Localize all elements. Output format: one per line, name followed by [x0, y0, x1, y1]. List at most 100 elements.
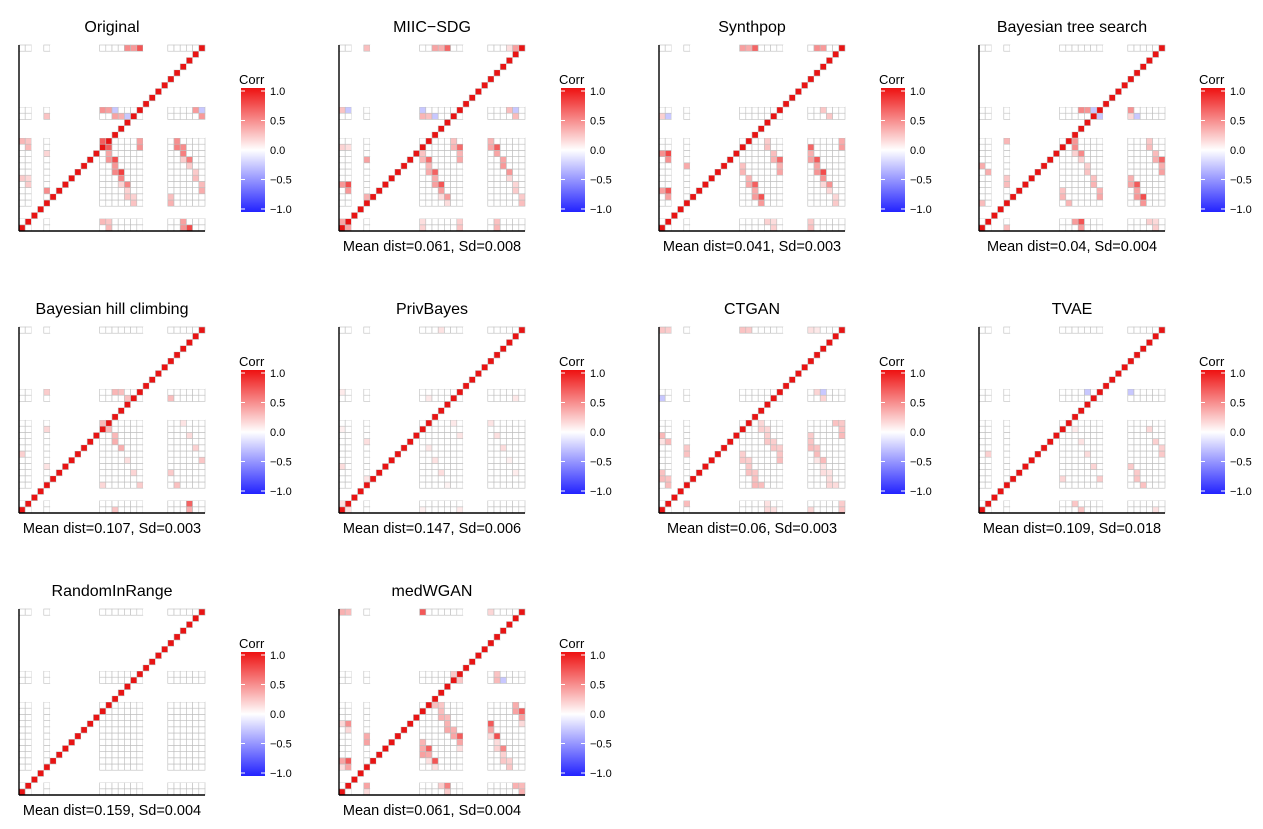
heatmap-cell	[105, 339, 112, 346]
heatmap-cell	[87, 57, 94, 64]
heatmap-cell	[783, 224, 790, 231]
heatmap-cell	[664, 224, 672, 232]
heatmap-cell	[838, 119, 845, 126]
heatmap-cell	[1041, 218, 1048, 225]
heatmap-cell	[826, 100, 833, 107]
heatmap-cell	[1047, 113, 1054, 120]
heatmap-cell	[31, 488, 38, 495]
heatmap-cell	[413, 88, 420, 95]
heatmap-cell	[1146, 199, 1153, 207]
heatmap-cell	[789, 88, 796, 95]
heatmap-cell	[68, 119, 75, 126]
heatmap-cell	[814, 51, 821, 58]
heatmap-cell	[56, 482, 63, 489]
heatmap-cell	[99, 156, 107, 164]
heatmap-cell	[37, 156, 44, 163]
heatmap-cell	[87, 169, 94, 176]
heatmap-cell	[19, 51, 26, 58]
heatmap-cell	[795, 94, 802, 101]
heatmap-cell	[1016, 51, 1023, 58]
heatmap-cell	[776, 125, 783, 132]
heatmap-cell	[493, 137, 501, 145]
heatmap-cell	[499, 506, 507, 514]
heatmap-cell	[456, 94, 463, 101]
heatmap-cell	[984, 181, 992, 188]
heatmap-cell	[192, 469, 200, 477]
heatmap-cell	[93, 162, 100, 169]
heatmap-cell	[87, 51, 94, 58]
heatmap-cell	[19, 100, 26, 107]
heatmap-cell	[819, 150, 827, 157]
heatmap-cell	[173, 106, 181, 114]
heatmap-cell	[338, 137, 346, 145]
diagonal-cell	[99, 143, 107, 151]
heatmap-cell	[764, 162, 771, 170]
heatmap-cell	[727, 100, 734, 107]
heatmap-cell	[93, 469, 100, 476]
heatmap-cell	[388, 57, 395, 64]
heatmap-cell	[1134, 119, 1141, 126]
heatmap-cell	[401, 457, 408, 464]
heatmap-cell	[413, 506, 420, 513]
heatmap-cell	[444, 100, 451, 107]
heatmap-cell	[363, 475, 371, 483]
heatmap-cell	[339, 212, 346, 219]
heatmap-cell	[118, 488, 125, 495]
heatmap-cell	[179, 388, 187, 396]
heatmap-cell	[813, 181, 821, 188]
heatmap-cell	[1016, 156, 1023, 163]
heatmap-cell	[518, 444, 526, 452]
heatmap-cell	[819, 156, 827, 164]
heatmap-cell	[388, 169, 395, 176]
heatmap-cell	[444, 506, 451, 514]
heatmap-cell	[506, 193, 513, 201]
heatmap-cell	[481, 156, 488, 163]
heatmap-cell	[671, 82, 678, 89]
heatmap-cell	[659, 131, 666, 138]
heatmap-cell	[136, 469, 144, 477]
heatmap-cell	[338, 162, 346, 170]
heatmap-cell	[481, 150, 488, 157]
heatmap-cell	[173, 193, 181, 201]
heatmap-cell	[1134, 206, 1141, 213]
heatmap-cell	[68, 187, 75, 194]
heatmap-cell	[43, 413, 50, 420]
heatmap-cell	[68, 444, 75, 451]
heatmap-cell	[425, 156, 433, 164]
heatmap-cell	[677, 113, 684, 120]
heatmap-cell	[1034, 119, 1041, 126]
heatmap-cell	[117, 432, 125, 439]
heatmap-cell	[198, 506, 206, 514]
heatmap-cell	[62, 432, 69, 439]
heatmap-cell	[413, 187, 420, 194]
heatmap-cell	[136, 206, 143, 213]
heatmap-cell	[1152, 218, 1160, 226]
heatmap-cell	[1047, 138, 1054, 145]
heatmap-cell	[1146, 44, 1153, 52]
heatmap-cell	[198, 419, 206, 427]
heatmap-cell	[444, 44, 451, 52]
heatmap-cell	[463, 175, 470, 182]
heatmap-cell	[118, 364, 125, 371]
heatmap-cell	[198, 450, 206, 458]
heatmap-cell	[745, 82, 752, 89]
heatmap-cell	[149, 193, 156, 200]
heatmap-cell	[1022, 82, 1029, 89]
heatmap-cell	[149, 113, 156, 120]
heatmap-cell	[105, 382, 112, 389]
heatmap-cell	[702, 69, 709, 76]
heatmap-cell	[112, 488, 119, 495]
heatmap-cell	[783, 131, 790, 138]
heatmap-cell	[130, 481, 138, 489]
heatmap-cell	[1115, 218, 1122, 225]
heatmap-cell	[161, 358, 168, 365]
heatmap-cell	[174, 131, 181, 138]
heatmap-cell	[984, 187, 992, 195]
heatmap-cell	[407, 63, 414, 70]
heatmap-cell	[826, 51, 833, 58]
heatmap-cell	[795, 119, 802, 126]
heatmap-cell	[456, 193, 464, 201]
heatmap-cell	[813, 187, 821, 195]
heatmap-cell	[727, 144, 734, 151]
heatmap-cell	[500, 76, 507, 83]
